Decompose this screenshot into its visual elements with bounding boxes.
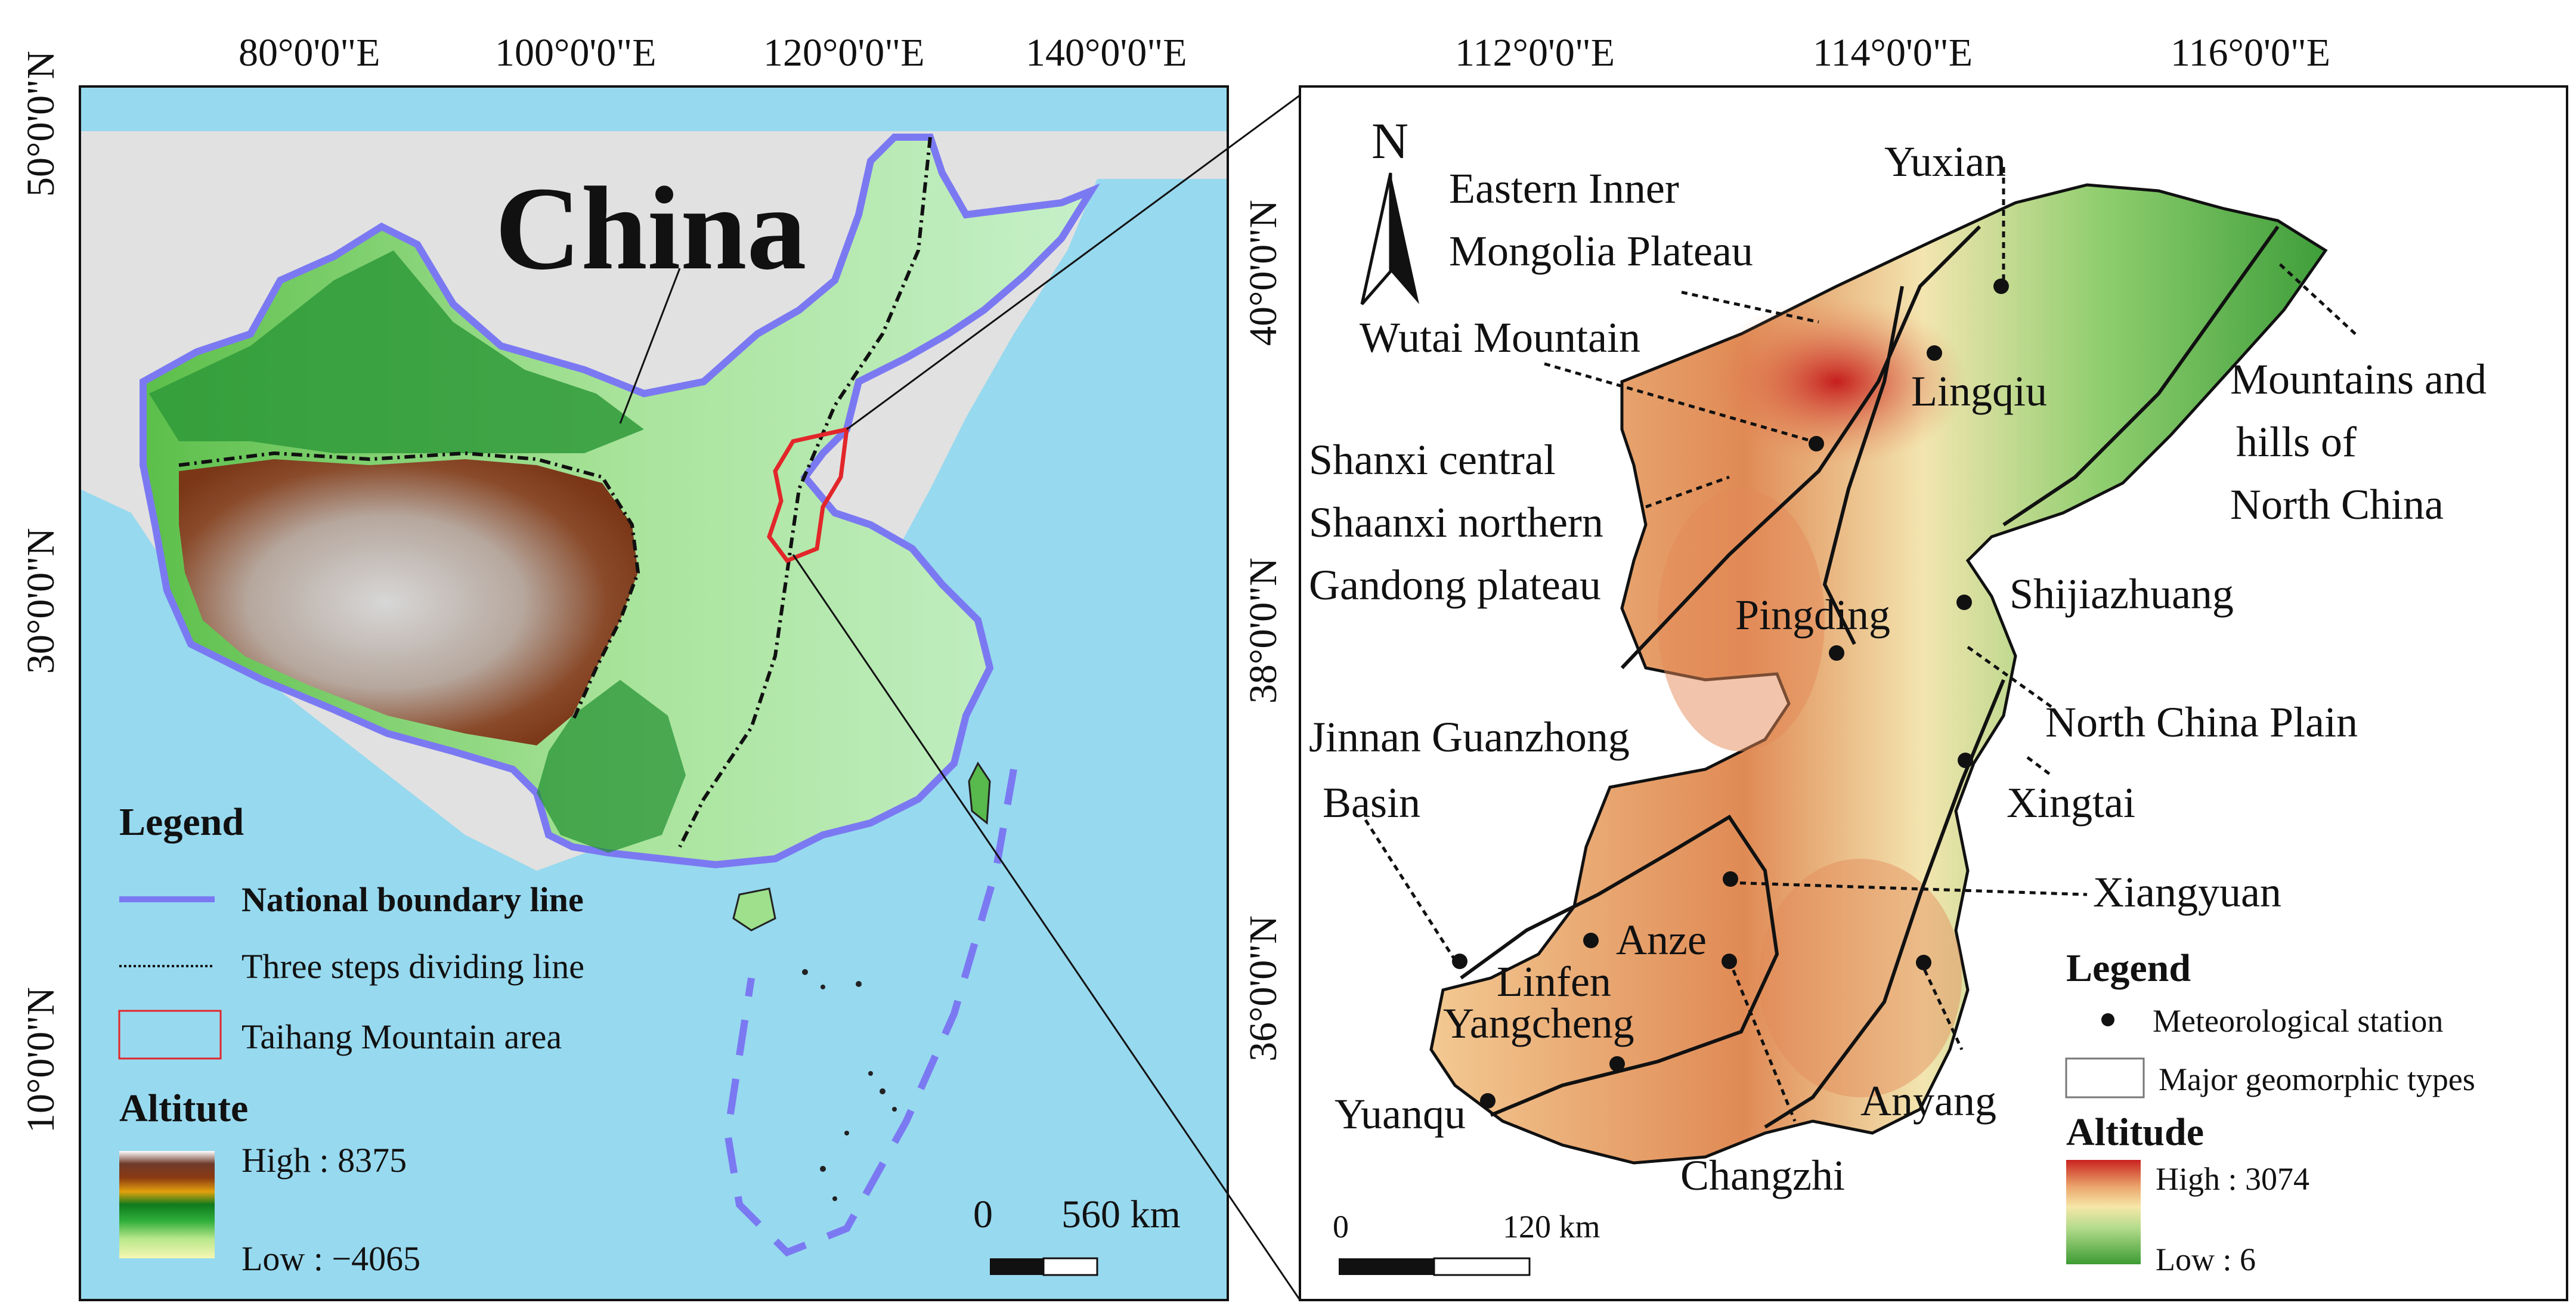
station-labels: Yuxian Lingqiu Pingding Shijiazhuang Xin… <box>1335 138 2281 1199</box>
svg-text:Meteorological station: Meteorological station <box>2153 1003 2443 1039</box>
taihang-swatch <box>118 1010 222 1060</box>
svg-text:Yangcheng: Yangcheng <box>1443 999 1634 1047</box>
china-overview-map: China 80°0'0"E 100°0'0"E 120°0'0"E 140°0… <box>19 31 1312 1301</box>
south-sea-islands <box>802 969 897 1201</box>
svg-text:50°0'0"N: 50°0'0"N <box>19 51 63 197</box>
second-step-divide <box>678 137 932 848</box>
svg-text:Changzhi: Changzhi <box>1680 1152 1845 1199</box>
right-scale-bar: 0 120 km <box>1333 1209 1600 1276</box>
south-sea-dashed-line <box>723 768 1017 1257</box>
svg-text:High : 8375: High : 8375 <box>242 1141 407 1180</box>
svg-text:Yuanqu: Yuanqu <box>1335 1090 1466 1138</box>
svg-text:36°0'0"N: 36°0'0"N <box>1241 915 1285 1062</box>
station-swatch <box>2101 1013 2114 1026</box>
title-pointer-line <box>619 268 681 424</box>
left-top-ticks: 80°0'0"E 100°0'0"E 120°0'0"E 140°0'0"E <box>239 31 1187 75</box>
svg-text:30°0'0"N: 30°0'0"N <box>19 528 63 674</box>
svg-text:Xingtai: Xingtai <box>2007 779 2135 827</box>
svg-text:Mongolia Plateau: Mongolia Plateau <box>1449 227 1753 275</box>
taihang-detail-map: 112°0'0"E 114°0'0"E 116°0'0"E 40°0'0"N 3… <box>1241 31 2568 1301</box>
north-arrow-icon <box>1391 173 1419 304</box>
svg-text:Pingding: Pingding <box>1735 591 1890 639</box>
svg-text:Basin: Basin <box>1323 779 1420 827</box>
tibetan-plateau <box>179 459 638 745</box>
geomorph-swatch <box>2065 1057 2145 1098</box>
taihang-altitude-ramp <box>2066 1160 2141 1264</box>
svg-text:Shaanxi northern: Shaanxi northern <box>1309 499 1603 546</box>
legend-heading: Legend <box>119 800 244 844</box>
hainan-island <box>732 887 776 932</box>
svg-text:Xiangyuan: Xiangyuan <box>2093 868 2281 916</box>
left-map-border <box>79 85 1229 1301</box>
right-top-ticks: 112°0'0"E 114°0'0"E 116°0'0"E <box>1455 31 2330 75</box>
svg-text:10°0'0"N: 10°0'0"N <box>19 987 63 1133</box>
svg-text:40°0'0"N: 40°0'0"N <box>1241 200 1285 346</box>
svg-text:Legend: Legend <box>2066 946 2191 990</box>
svg-text:140°0'0"E: 140°0'0"E <box>1026 31 1187 75</box>
north-arrow: N <box>1360 112 1419 305</box>
taiwan-island <box>968 762 991 825</box>
connector-line-top <box>846 85 1312 431</box>
svg-text:120°0'0"E: 120°0'0"E <box>763 31 925 75</box>
svg-text:North China: North China <box>2230 481 2444 528</box>
svg-text:Low : 6: Low : 6 <box>2156 1242 2256 1277</box>
svg-text:80°0'0"E: 80°0'0"E <box>239 31 380 75</box>
svg-text:Linfen: Linfen <box>1497 958 1611 1005</box>
svg-text:116°0'0"E: 116°0'0"E <box>2171 31 2330 75</box>
right-legend: Legend Meteorological station Major geom… <box>2065 946 2475 1277</box>
svg-text:100°0'0"E: 100°0'0"E <box>495 31 657 75</box>
connector-line-bottom <box>792 554 1301 1301</box>
svg-text:560 km: 560 km <box>1061 1193 1181 1236</box>
svg-text:Lingqiu: Lingqiu <box>1911 367 2047 415</box>
taihang-area-outline <box>767 426 850 564</box>
svg-text:Mountains and: Mountains and <box>2230 355 2487 403</box>
svg-text:0: 0 <box>1333 1209 1349 1245</box>
south-highland <box>1759 859 1962 1097</box>
svg-text:Altitude: Altitude <box>2066 1110 2204 1154</box>
svg-text:Gandong plateau: Gandong plateau <box>1309 561 1601 609</box>
svg-text:High : 3074: High : 3074 <box>2156 1161 2309 1197</box>
svg-text:Eastern Inner: Eastern Inner <box>1449 165 1679 212</box>
china-altitude-ramp <box>119 1151 215 1258</box>
left-scale-bar: 0 560 km <box>973 1193 1181 1276</box>
svg-text:Shanxi central: Shanxi central <box>1309 436 1556 484</box>
altitude-heading: Altitute <box>119 1087 248 1130</box>
svg-text:Low : −4065: Low : −4065 <box>242 1239 420 1278</box>
svg-text:Major geomorphic types: Major geomorphic types <box>2159 1062 2475 1097</box>
leader-lines <box>1364 167 2357 1122</box>
svg-text:hills of: hills of <box>2236 418 2357 466</box>
region-labels: Eastern Inner Mongolia Plateau Wutai Mou… <box>1309 165 2487 827</box>
west-highland <box>1658 489 1825 751</box>
svg-text:North China Plain: North China Plain <box>2045 698 2358 746</box>
wutai-highland <box>1705 298 1968 465</box>
svg-text:Taihang Mountain area: Taihang Mountain area <box>242 1017 562 1056</box>
first-step-divide <box>178 451 640 723</box>
left-side-ticks: 50°0'0"N 30°0'0"N 10°0'0"N <box>19 51 63 1133</box>
svg-text:N: N <box>1371 112 1408 169</box>
svg-text:114°0'0"E: 114°0'0"E <box>1813 31 1973 75</box>
svg-text:38°0'0"N: 38°0'0"N <box>1241 558 1285 704</box>
china-title: China <box>495 163 806 295</box>
svg-text:112°0'0"E: 112°0'0"E <box>1455 31 1615 75</box>
svg-text:Anze: Anze <box>1616 916 1707 964</box>
meteorological-stations <box>1452 278 2009 1109</box>
svg-text:National boundary line: National boundary line <box>242 880 584 919</box>
svg-text:Shijiazhuang: Shijiazhuang <box>2010 570 2234 618</box>
southwest-mountains <box>537 680 686 853</box>
svg-text:Wutai Mountain: Wutai Mountain <box>1360 314 1640 361</box>
svg-text:Anyang: Anyang <box>1860 1077 1996 1125</box>
svg-text:Jinnan Guanzhong: Jinnan Guanzhong <box>1309 713 1630 761</box>
svg-text:Yuxian: Yuxian <box>1884 138 2006 185</box>
northwest-basin <box>149 250 644 453</box>
right-map-border <box>1299 85 2568 1301</box>
svg-text:0: 0 <box>973 1193 993 1236</box>
svg-text:120 km: 120 km <box>1503 1209 1600 1245</box>
right-side-ticks: 40°0'0"N 38°0'0"N 36°0'0"N <box>1241 200 1285 1062</box>
svg-text:Three steps dividing line: Three steps dividing line <box>242 947 584 986</box>
left-legend: Legend National boundary line Three step… <box>118 800 584 1278</box>
